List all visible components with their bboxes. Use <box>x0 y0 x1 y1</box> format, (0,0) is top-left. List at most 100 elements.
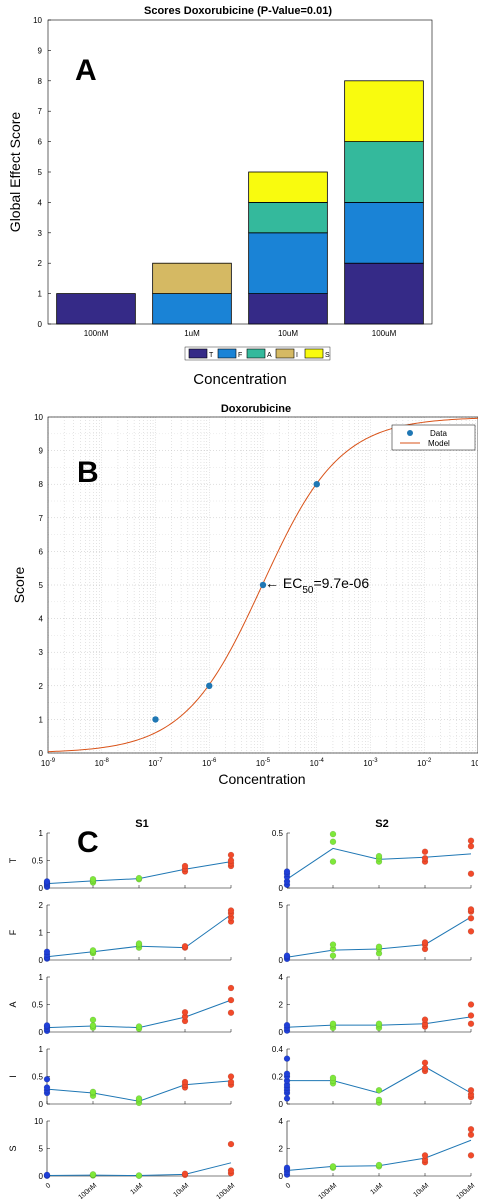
sample-point <box>135 1172 143 1179</box>
x-tick-label: 10-7 <box>148 758 163 768</box>
x-tick-label: 10uM <box>172 1182 190 1199</box>
x-tick-label: 10-3 <box>363 758 378 768</box>
sample-point <box>135 1023 143 1030</box>
y-tick-label: 1 <box>39 1045 44 1054</box>
y-tick-label: 2 <box>39 682 44 691</box>
sample-point <box>329 838 337 845</box>
x-tick-label: 10-8 <box>95 758 110 768</box>
sample-point <box>43 1076 51 1083</box>
sample-point <box>421 1065 429 1072</box>
sample-point <box>283 1095 291 1102</box>
sample-point <box>467 928 475 935</box>
sample-point <box>43 1171 51 1179</box>
y-tick-label: 0 <box>39 884 44 893</box>
y-tick-label: 4 <box>279 973 284 982</box>
x-tick-label: 10uM <box>412 1182 430 1199</box>
y-tick-label: 1 <box>38 290 43 299</box>
sample-point <box>135 1095 143 1102</box>
bar-segment-i <box>152 262 232 295</box>
column-title-s2: S2 <box>375 818 388 830</box>
sample-point <box>181 943 189 950</box>
sample-point <box>227 1073 235 1080</box>
sample-point <box>329 952 337 959</box>
sample-point <box>283 1070 291 1077</box>
y-tick-label: 4 <box>39 615 44 624</box>
x-tick-label: 0 <box>45 1182 53 1190</box>
sample-point <box>181 862 189 870</box>
sample-point <box>375 1096 383 1104</box>
y-tick-label: 2 <box>279 1001 284 1010</box>
bar-segment-f <box>152 293 232 325</box>
panel-b-marks: 0 1 2 3 4 5 6 7 8 9 10 10-9 10-8 10-7 10-6 10-5 10-4 10-3… <box>34 413 478 768</box>
y-tick-label: 0 <box>39 1100 44 1109</box>
sample-point <box>43 948 51 955</box>
ec50-prefix: ← EC <box>265 575 302 591</box>
row-label-s: S <box>8 1145 18 1151</box>
y-tick-label: 2 <box>38 259 43 268</box>
y-tick-label: 0 <box>279 1172 284 1181</box>
y-tick-label: 4 <box>38 198 43 207</box>
sample-point <box>135 940 143 947</box>
sample-point <box>227 907 235 914</box>
y-tick-label: 1 <box>39 829 44 838</box>
x-tick-label: 10uM <box>278 329 298 338</box>
panel-c-letter: C <box>77 826 99 859</box>
sample-point <box>421 1016 429 1023</box>
panel-a-letter: A <box>75 54 97 87</box>
x-tick-label: 10-2 <box>417 758 432 768</box>
sample-point <box>89 1088 97 1096</box>
y-tick-label: 8 <box>39 480 44 489</box>
sample-point <box>467 1020 475 1027</box>
bar-segment-s <box>248 171 328 203</box>
legend-box <box>391 424 476 451</box>
panel-b-letter: B <box>77 456 99 489</box>
sample-point <box>89 1171 97 1178</box>
sample-point <box>467 1087 475 1094</box>
x-tick-label: 10-5 <box>256 758 271 768</box>
sample-point <box>227 996 235 1004</box>
panel-a-ylabel: Global Effect Score <box>7 112 23 233</box>
panel-b-dose-response: Doxorubicine B Score Concentration 0 1 2 3 4… <box>11 403 478 787</box>
panel-b-legend: Data Model <box>391 424 476 451</box>
sample-point <box>467 1126 475 1133</box>
x-tick-label: 0 <box>285 1182 293 1190</box>
y-tick-label: 2 <box>39 901 44 910</box>
data-point <box>206 682 213 689</box>
sample-point <box>43 1022 51 1029</box>
bar-segment-a <box>248 201 328 234</box>
sample-point <box>227 857 235 864</box>
sample-point <box>467 837 475 844</box>
y-tick-label: 7 <box>38 107 43 116</box>
x-tick-label: 1uM <box>184 329 200 338</box>
sample-point <box>227 851 235 859</box>
ec50-annotation: ← EC50=9.7e-06 <box>265 575 369 596</box>
row-label-a: A <box>8 1001 18 1007</box>
y-tick-label: 0 <box>279 884 284 893</box>
sample-point <box>227 1167 235 1174</box>
sample-point <box>375 943 383 950</box>
sample-point <box>467 1012 475 1019</box>
sample-point <box>227 1140 235 1148</box>
x-tick-label: 10-9 <box>41 758 56 768</box>
sample-point <box>283 1055 291 1062</box>
sample-point <box>227 1078 235 1086</box>
y-tick-label: 0 <box>38 320 43 329</box>
x-tick-label: 1uM <box>129 1182 144 1196</box>
legend-swatch-s <box>304 348 324 359</box>
row-label-f: F <box>8 929 18 935</box>
y-tick-label: 0.5 <box>32 1001 44 1010</box>
sample-point <box>181 1078 189 1086</box>
panel-b-axes <box>47 416 478 754</box>
sample-point <box>375 1020 383 1027</box>
sample-point <box>467 1001 475 1008</box>
sample-point <box>89 876 97 883</box>
sample-point <box>43 878 51 885</box>
ec50-value: =9.7e-06 <box>313 575 369 591</box>
y-tick-label: 5 <box>38 168 43 177</box>
y-tick-label: 1 <box>39 973 44 982</box>
legend-label-f: F <box>238 352 242 359</box>
y-tick-label: 0.4 <box>272 1045 284 1054</box>
legend-model-label: Model <box>428 439 450 448</box>
y-tick-label: 3 <box>39 648 44 657</box>
x-tick-label: 100nM <box>317 1182 338 1199</box>
